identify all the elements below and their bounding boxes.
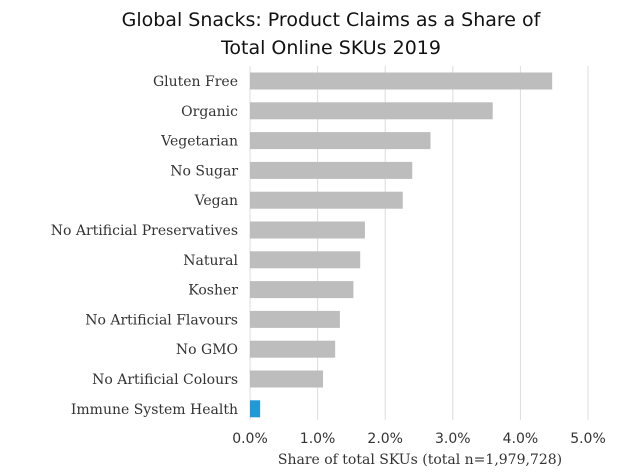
- category-label: Natural: [183, 253, 238, 269]
- bar: [250, 191, 403, 209]
- x-tick-label: 1.0%: [300, 431, 336, 447]
- x-tick-label: 5.0%: [570, 431, 606, 447]
- x-tick-label: 3.0%: [435, 431, 471, 447]
- category-labels: Gluten Free Organic Vegetarian No Sugar Vega…: [51, 74, 239, 418]
- x-axis-label: Share of total SKUs (total n=1,979,728): [278, 452, 562, 468]
- category-label: No GMO: [176, 342, 238, 358]
- category-label: No Sugar: [170, 163, 238, 179]
- bar: [250, 161, 413, 179]
- chart-title-line-2: Total Online SKUs 2019: [220, 37, 441, 59]
- bar: [250, 370, 324, 388]
- bar: [250, 251, 361, 269]
- bar: [250, 310, 340, 328]
- chart-title-line-1: Global Snacks: Product Claims as a Share…: [122, 9, 542, 31]
- x-tick-label: 0.0%: [232, 431, 268, 447]
- bars: [250, 72, 553, 418]
- bar: [250, 281, 354, 299]
- x-tick-label: 4.0%: [503, 431, 539, 447]
- bar: [250, 400, 261, 418]
- category-label: No Artificial Colours: [92, 372, 238, 388]
- bar: [250, 221, 365, 239]
- bar: [250, 102, 493, 120]
- category-label: Kosher: [188, 283, 238, 299]
- x-tick-label: 2.0%: [367, 431, 403, 447]
- bar: [250, 72, 553, 90]
- bar: [250, 132, 431, 150]
- category-label: No Artificial Flavours: [85, 312, 238, 328]
- category-label: Organic: [181, 104, 238, 120]
- x-axis-ticks: 0.0% 1.0% 2.0% 3.0% 4.0% 5.0%: [232, 431, 606, 447]
- category-label: Vegetarian: [160, 134, 238, 150]
- bar: [250, 340, 336, 358]
- category-label: Gluten Free: [153, 74, 238, 90]
- category-label: Immune System Health: [71, 402, 238, 418]
- gridlines: [249, 66, 589, 420]
- category-label: Vegan: [194, 193, 238, 209]
- category-label: No Artificial Preservatives: [51, 223, 238, 239]
